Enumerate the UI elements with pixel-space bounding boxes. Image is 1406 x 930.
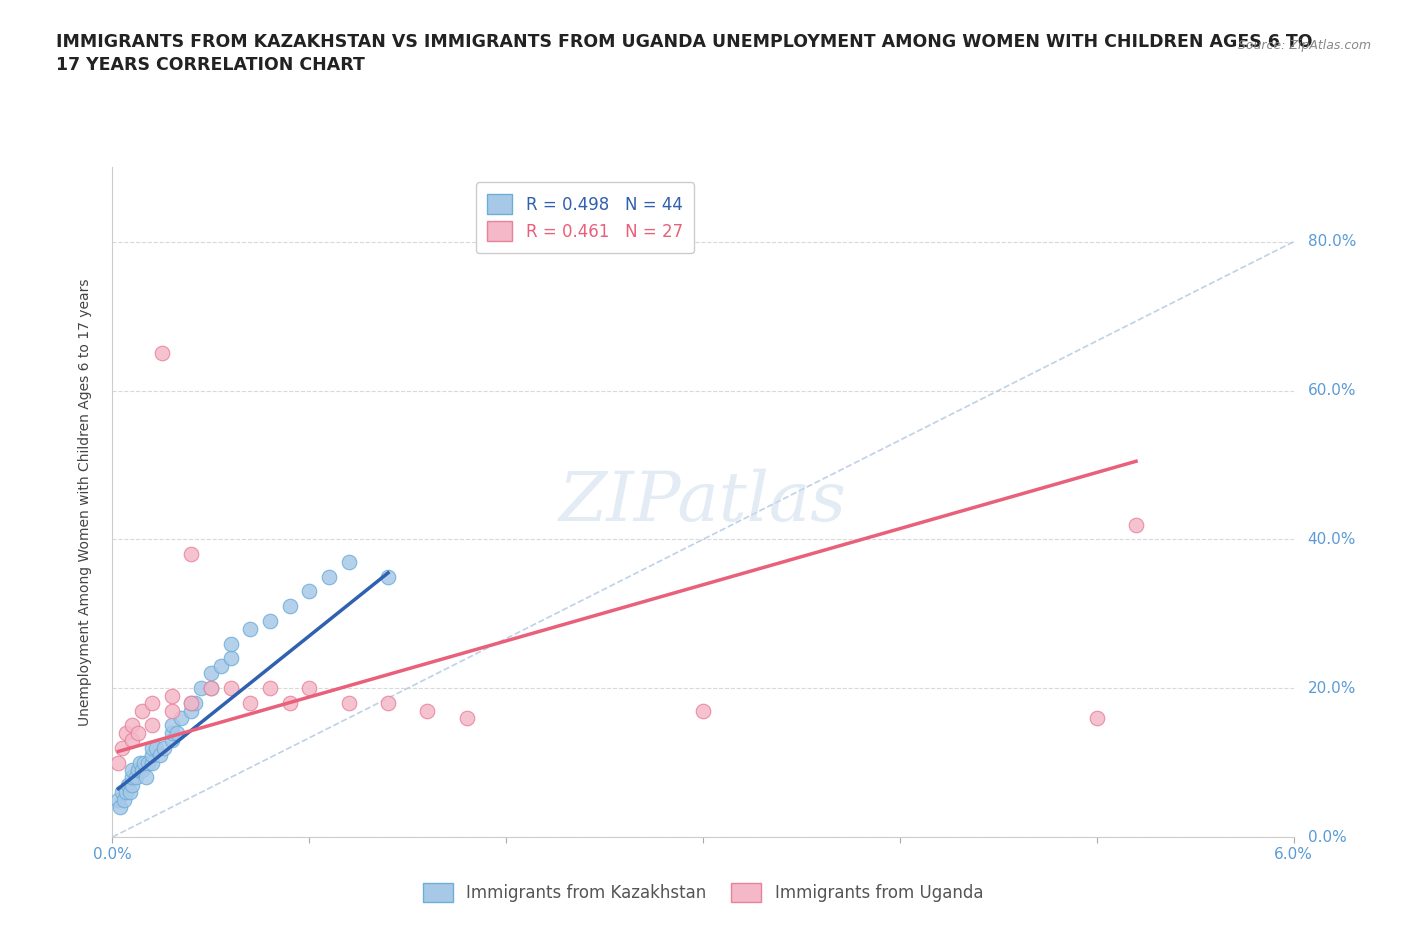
Point bbox=[184, 696, 207, 711]
Point bbox=[209, 658, 232, 673]
Point bbox=[219, 681, 242, 696]
Point bbox=[121, 718, 143, 733]
Point bbox=[456, 711, 478, 725]
Point bbox=[239, 696, 262, 711]
Point bbox=[129, 755, 152, 770]
Point bbox=[121, 770, 143, 785]
Point bbox=[200, 666, 222, 681]
Point bbox=[160, 718, 183, 733]
Point bbox=[141, 718, 163, 733]
Point bbox=[141, 755, 163, 770]
Text: 40.0%: 40.0% bbox=[1308, 532, 1355, 547]
Point bbox=[278, 599, 301, 614]
Point bbox=[337, 554, 360, 569]
Point bbox=[131, 763, 153, 777]
Point bbox=[180, 703, 202, 718]
Point bbox=[135, 770, 157, 785]
Text: IMMIGRANTS FROM KAZAKHSTAN VS IMMIGRANTS FROM UGANDA UNEMPLOYMENT AMONG WOMEN WI: IMMIGRANTS FROM KAZAKHSTAN VS IMMIGRANTS… bbox=[56, 33, 1313, 50]
Point bbox=[121, 777, 143, 792]
Point bbox=[180, 696, 202, 711]
Point bbox=[131, 703, 153, 718]
Point bbox=[337, 696, 360, 711]
Point bbox=[150, 346, 173, 361]
Point bbox=[318, 569, 340, 584]
Point bbox=[121, 763, 143, 777]
Text: 20.0%: 20.0% bbox=[1308, 681, 1355, 696]
Point bbox=[160, 725, 183, 740]
Point bbox=[125, 770, 148, 785]
Point bbox=[259, 681, 281, 696]
Point bbox=[141, 748, 163, 763]
Point bbox=[152, 740, 174, 755]
Legend: Immigrants from Kazakhstan, Immigrants from Uganda: Immigrants from Kazakhstan, Immigrants f… bbox=[409, 870, 997, 916]
Point bbox=[298, 584, 321, 599]
Text: 80.0%: 80.0% bbox=[1308, 234, 1355, 249]
Point bbox=[141, 696, 163, 711]
Point bbox=[219, 651, 242, 666]
Point bbox=[692, 703, 714, 718]
Point bbox=[117, 777, 139, 792]
Point bbox=[132, 755, 155, 770]
Text: 0.0%: 0.0% bbox=[1308, 830, 1347, 844]
Point bbox=[180, 547, 202, 562]
Point bbox=[200, 681, 222, 696]
Point bbox=[377, 569, 399, 584]
Point bbox=[278, 696, 301, 711]
Point bbox=[1085, 711, 1108, 725]
Point bbox=[136, 755, 159, 770]
Point bbox=[190, 681, 212, 696]
Text: 17 YEARS CORRELATION CHART: 17 YEARS CORRELATION CHART bbox=[56, 56, 366, 73]
Point bbox=[115, 785, 138, 800]
Point bbox=[127, 725, 149, 740]
Text: Source: ZipAtlas.com: Source: ZipAtlas.com bbox=[1237, 39, 1371, 52]
Point bbox=[160, 703, 183, 718]
Point bbox=[127, 763, 149, 777]
Point bbox=[110, 800, 132, 815]
Point bbox=[219, 636, 242, 651]
Point bbox=[111, 740, 134, 755]
Point bbox=[107, 755, 129, 770]
Point bbox=[416, 703, 439, 718]
Point bbox=[149, 748, 172, 763]
Point bbox=[298, 681, 321, 696]
Point bbox=[377, 696, 399, 711]
Point bbox=[166, 725, 188, 740]
Point bbox=[239, 621, 262, 636]
Point bbox=[141, 740, 163, 755]
Point bbox=[1125, 517, 1147, 532]
Point bbox=[111, 785, 134, 800]
Point bbox=[107, 792, 129, 807]
Point bbox=[121, 733, 143, 748]
Point bbox=[200, 681, 222, 696]
Point bbox=[145, 740, 167, 755]
Text: 60.0%: 60.0% bbox=[1308, 383, 1355, 398]
Point bbox=[160, 733, 183, 748]
Y-axis label: Unemployment Among Women with Children Ages 6 to 17 years: Unemployment Among Women with Children A… bbox=[77, 278, 91, 726]
Point bbox=[112, 792, 135, 807]
Point bbox=[170, 711, 193, 725]
Point bbox=[120, 785, 142, 800]
Point bbox=[180, 696, 202, 711]
Point bbox=[115, 725, 138, 740]
Point bbox=[160, 688, 183, 703]
Text: ZIPatlas: ZIPatlas bbox=[560, 469, 846, 536]
Point bbox=[259, 614, 281, 629]
